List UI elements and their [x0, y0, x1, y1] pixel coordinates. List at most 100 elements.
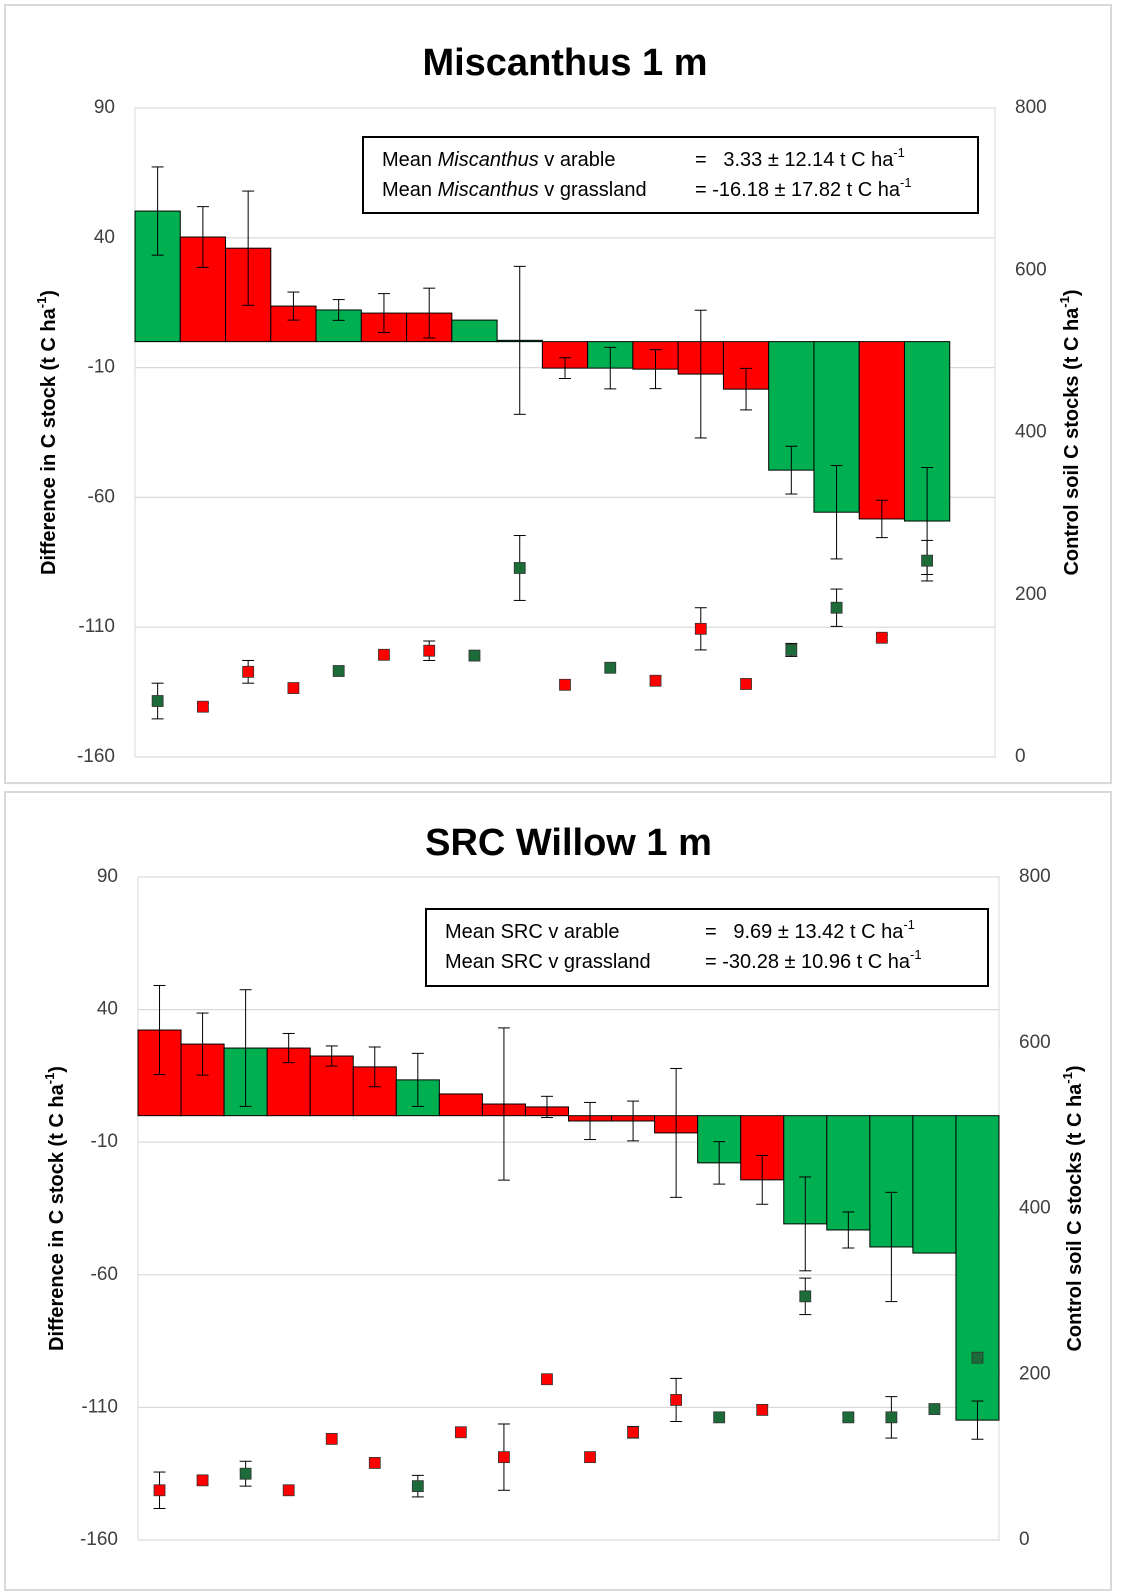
axis-label-end: ): [46, 1066, 68, 1073]
annotation-label: Mean SRC v arable: [445, 921, 620, 943]
annotation-pre: Mean SRC v arable: [445, 921, 620, 943]
y-tick-label: -110: [78, 616, 115, 637]
point: [332, 665, 345, 677]
chart-title: SRC Willow 1 m: [425, 822, 712, 864]
error-bar: [740, 367, 753, 411]
error-bar: [559, 357, 571, 380]
error-bar: [513, 265, 526, 415]
annotation-pre: Mean: [382, 149, 438, 171]
axis-label: Difference in C stock (t C ha-1): [34, 290, 60, 575]
annotation-label: Mean SRC v grassland: [445, 951, 651, 973]
axis-label-text: Control soil C stocks (t C ha: [1061, 307, 1083, 576]
point: [325, 1432, 338, 1445]
annotation-value: = -16.18 ± 17.82 t C ha-1: [695, 175, 912, 201]
axis-label-text: Difference in C stock (t C ha: [46, 1083, 68, 1351]
point: [282, 1484, 295, 1497]
annotation-value: = 3.33 ± 12.14 t C ha-1: [695, 145, 905, 171]
bar: [451, 319, 498, 343]
point: [513, 562, 526, 574]
error-bar: [584, 1101, 597, 1141]
error-bar: [196, 206, 209, 268]
point: [559, 678, 571, 691]
error-bar: [713, 1141, 726, 1185]
y2-tick-label: 200: [1015, 584, 1047, 605]
point: [153, 1484, 166, 1497]
error-bar: [604, 346, 617, 390]
point: [423, 644, 436, 657]
y2-tick-label: 800: [1019, 866, 1051, 887]
y-tick-label: 40: [94, 227, 115, 248]
y2-tick-label: 600: [1015, 259, 1047, 280]
point: [411, 1480, 424, 1493]
annotation-exp: -1: [910, 947, 922, 962]
chart-title: Miscanthus 1 m: [422, 42, 707, 84]
annotation-label: Mean Miscanthus v grassland: [382, 179, 647, 201]
error-bar: [411, 1052, 424, 1107]
annotation-box: [362, 136, 979, 214]
error-bar: [368, 1046, 381, 1088]
error-bar: [332, 299, 345, 321]
y2-tick-label: 600: [1019, 1032, 1051, 1053]
axis-label-end: ): [38, 290, 60, 297]
error-bar: [799, 1176, 812, 1272]
axis-label-text: Control soil C stocks (t C ha: [1064, 1083, 1086, 1352]
axis-label-exp: -1: [42, 1073, 57, 1085]
point: [151, 695, 164, 707]
axis-label-end: ): [1061, 289, 1083, 296]
y-tick-label: -60: [91, 1264, 118, 1285]
bar: [955, 1115, 1000, 1421]
annotation-value-text: = 3.33 ± 12.14 t C ha: [695, 149, 894, 171]
point: [740, 678, 752, 690]
bar: [438, 1093, 483, 1117]
annotation-value: = -30.28 ± 10.96 t C ha-1: [705, 947, 922, 973]
point: [971, 1351, 984, 1364]
y-tick-label: 90: [97, 866, 118, 887]
annotation-box: [425, 908, 989, 987]
error-bar: [325, 1045, 338, 1067]
annotation-exp: -1: [893, 145, 905, 160]
error-bar: [694, 309, 707, 439]
error-bar: [153, 984, 166, 1076]
error-bar: [151, 166, 164, 256]
annotation-em: Miscanthus: [438, 149, 539, 171]
y2-tick-label: 0: [1019, 1529, 1030, 1550]
annotation-label: Mean Miscanthus v arable: [382, 149, 615, 171]
y-tick-label: -160: [77, 746, 115, 767]
point: [875, 631, 888, 644]
error-bar: [670, 1067, 683, 1198]
point: [584, 1451, 596, 1464]
point: [842, 1411, 855, 1424]
annotation-value: = 9.69 ± 13.42 t C ha-1: [705, 917, 915, 943]
error-bar: [875, 499, 888, 539]
axis-label-exp: -1: [1057, 296, 1072, 308]
bar: [858, 341, 905, 520]
annotation-value-text: = -16.18 ± 17.82 t C ha: [695, 179, 901, 201]
point: [694, 622, 707, 635]
annotation-em: Miscanthus: [438, 179, 539, 201]
error-bar: [756, 1154, 769, 1205]
point: [928, 1403, 941, 1415]
annotation-pre: Mean: [382, 179, 438, 201]
error-bar: [627, 1100, 640, 1142]
point: [756, 1403, 769, 1416]
point: [196, 1474, 209, 1487]
error-bar: [971, 1400, 984, 1440]
error-bar: [649, 349, 662, 390]
y-tick-label: -10: [88, 357, 115, 378]
error-bar: [377, 293, 390, 334]
y2-tick-label: 200: [1019, 1363, 1051, 1384]
point: [196, 700, 209, 713]
bar: [270, 305, 317, 343]
error-bar: [196, 1012, 209, 1076]
y-tick-label: 40: [97, 999, 118, 1020]
point: [239, 1467, 252, 1480]
error-bar: [785, 445, 798, 495]
axis-label-end: ): [1064, 1065, 1086, 1072]
axis-label: Control soil C stocks (t C ha-1): [1057, 289, 1083, 575]
point: [368, 1457, 381, 1469]
point: [649, 674, 662, 687]
point: [670, 1394, 683, 1406]
annotation-pre: Mean SRC v grassland: [445, 951, 651, 973]
point: [885, 1411, 898, 1424]
